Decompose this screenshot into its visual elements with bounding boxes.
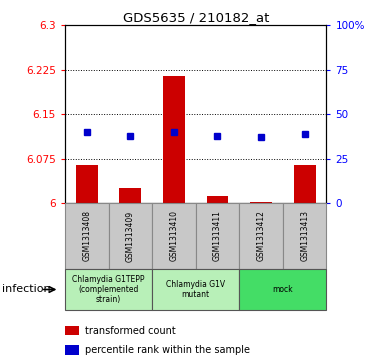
Bar (76, 165, 98, 203)
Bar (109, 203, 152, 269)
Text: GSM1313408: GSM1313408 (82, 211, 91, 261)
Bar (65, 269, 152, 310)
Bar (239, 203, 283, 269)
Title: GDS5635 / 210182_at: GDS5635 / 210182_at (122, 11, 269, 24)
Bar (196, 203, 239, 269)
Bar (152, 203, 196, 269)
Bar (65, 326, 79, 335)
Bar (283, 203, 326, 269)
Text: Chlamydia G1TEPP
(complemented
strain): Chlamydia G1TEPP (complemented strain) (72, 274, 145, 305)
Bar (65, 346, 79, 355)
Bar (152, 269, 239, 310)
Bar (250, 201, 272, 203)
Bar (163, 76, 185, 203)
Text: GSM1313410: GSM1313410 (170, 211, 178, 261)
Text: transformed count: transformed count (85, 326, 175, 336)
Text: infection: infection (2, 285, 50, 294)
Bar (207, 196, 229, 203)
Text: Chlamydia G1V
mutant: Chlamydia G1V mutant (166, 280, 225, 299)
Text: GSM1313412: GSM1313412 (257, 211, 266, 261)
Text: GSM1313409: GSM1313409 (126, 211, 135, 261)
Bar (239, 269, 326, 310)
Text: GSM1313411: GSM1313411 (213, 211, 222, 261)
Bar (294, 165, 316, 203)
Text: GSM1313413: GSM1313413 (300, 211, 309, 261)
Text: percentile rank within the sample: percentile rank within the sample (85, 345, 250, 355)
Bar (119, 188, 141, 203)
Text: mock: mock (273, 285, 293, 294)
Bar (65, 203, 109, 269)
